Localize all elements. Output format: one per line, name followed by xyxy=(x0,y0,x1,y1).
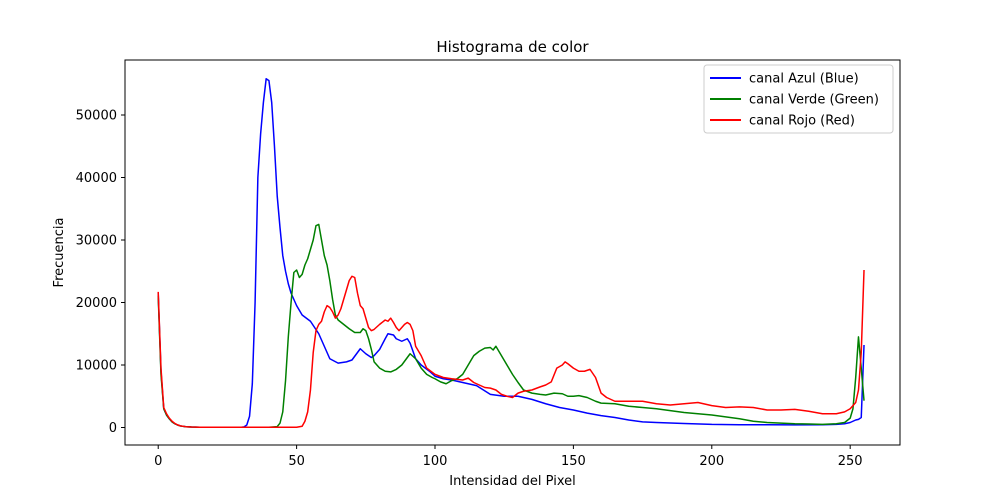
x-tick-label: 0 xyxy=(154,454,162,469)
y-tick-label: 0 xyxy=(109,421,117,436)
legend-label-2: canal Rojo (Red) xyxy=(749,114,855,129)
series-layer xyxy=(157,78,865,429)
y-tick-label: 40000 xyxy=(76,171,117,186)
legend-label-1: canal Verde (Green) xyxy=(749,93,879,108)
x-axis: 0 50 100 150 200 250 xyxy=(154,445,863,469)
chart-title: Histograma de color xyxy=(436,38,589,56)
y-tick-label: 20000 xyxy=(76,296,117,311)
y-axis: 0 10000 20000 30000 40000 50000 xyxy=(76,109,125,436)
y-axis-title: Frecuencia xyxy=(52,218,67,288)
y-tick-label: 30000 xyxy=(76,234,117,249)
y-tick-label: 10000 xyxy=(76,359,117,374)
x-tick-label: 250 xyxy=(838,454,863,469)
legend-label-0: canal Azul (Blue) xyxy=(749,72,859,87)
series-line-1 xyxy=(157,223,865,429)
y-tick-label: 50000 xyxy=(76,109,117,124)
plot-frame xyxy=(124,59,901,446)
series-line-2 xyxy=(157,269,865,429)
x-tick-label: 50 xyxy=(288,454,305,469)
x-tick-label: 200 xyxy=(699,454,724,469)
legend: canal Azul (Blue) canal Verde (Green) cana… xyxy=(703,64,894,134)
x-axis-title: Intensidad del Pixel xyxy=(449,474,575,489)
x-tick-label: 150 xyxy=(561,454,586,469)
legend-box xyxy=(703,64,894,134)
x-tick-label: 100 xyxy=(423,454,448,469)
